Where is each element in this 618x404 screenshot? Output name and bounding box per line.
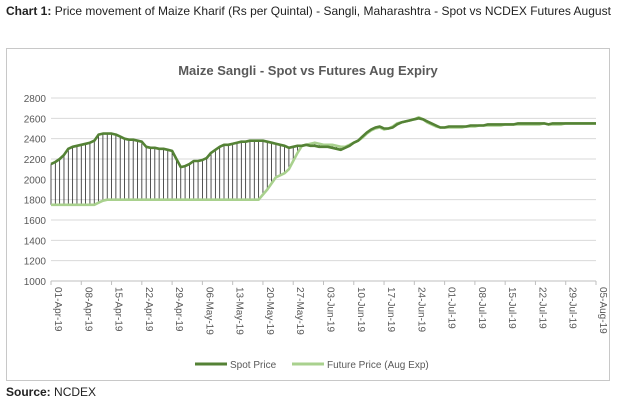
x-tick-label: 10-Jun-19 (355, 287, 366, 332)
x-tick-label: 06-May-19 (203, 287, 214, 335)
future-price-line (51, 116, 596, 207)
y-axis: 1000 1200 1400 1600 1800 2000 2200 2400 2600 2800 (24, 94, 47, 288)
source-prefix: Source: (6, 385, 51, 399)
x-tick-label: 29-Jul-19 (567, 287, 578, 329)
x-tick-label: 22-Jul-19 (536, 287, 547, 329)
x-tick-label: 08-Jul-19 (476, 287, 487, 329)
y-tick-label: 2800 (24, 94, 47, 105)
x-tick-label: 29-Apr-19 (173, 287, 184, 332)
legend-label-spot: Spot Price (230, 360, 277, 371)
spot-price-line (50, 117, 596, 169)
x-tick-label: 08-Apr-19 (82, 287, 93, 332)
x-tick-label: 20-May-19 (264, 287, 275, 335)
y-tick-label: 1200 (24, 257, 47, 268)
legend-label-future: Future Price (Aug Exp) (327, 360, 429, 371)
x-tick-label: 15-Jul-19 (506, 287, 517, 329)
x-tick-label: 03-Jun-19 (325, 287, 336, 332)
x-tick-label: 27-May-19 (294, 287, 305, 335)
y-tick-label: 2400 (24, 135, 47, 146)
caption-prefix: Chart 1: (6, 4, 52, 18)
chart-caption: Chart 1: Price movement of Maize Kharif … (6, 3, 612, 19)
y-tick-label: 2000 (24, 175, 47, 186)
x-tick-label: 05-Aug-19 (597, 287, 608, 334)
source-text: NCDEX (54, 385, 97, 399)
legend: Spot Price Future Price (Aug Exp) (195, 360, 429, 371)
caption-text: Price movement of Maize Kharif (Rs per Q… (54, 4, 611, 18)
chart-title: Maize Sangli - Spot vs Futures Aug Expir… (178, 63, 438, 78)
x-tick-label: 17-Jun-19 (385, 287, 396, 332)
line-chart: Maize Sangli - Spot vs Futures Aug Expir… (24, 63, 608, 371)
x-tick-label: 13-May-19 (234, 287, 245, 335)
y-tick-label: 1600 (24, 216, 47, 227)
x-tick-label: 22-Apr-19 (143, 287, 154, 332)
y-tick-label: 1000 (24, 277, 47, 288)
y-tick-label: 2200 (24, 155, 47, 166)
x-axis: 01-Apr-19 08-Apr-19 15-Apr-19 22-Apr-19 29-A… (50, 280, 608, 335)
y-tick-label: 2600 (24, 114, 47, 125)
source-note: Source: NCDEX (6, 385, 96, 399)
chart-container: Maize Sangli - Spot vs Futures Aug Expir… (6, 48, 610, 381)
y-tick-label: 1400 (24, 236, 47, 247)
y-tick-label: 1800 (24, 196, 47, 207)
x-tick-label: 01-Apr-19 (52, 287, 63, 332)
x-tick-label: 01-Jul-19 (446, 287, 457, 329)
drop-lines (50, 117, 562, 205)
x-tick-label: 24-Jun-19 (415, 287, 426, 332)
x-tick-label: 15-Apr-19 (113, 287, 124, 332)
series-lines (50, 116, 596, 207)
